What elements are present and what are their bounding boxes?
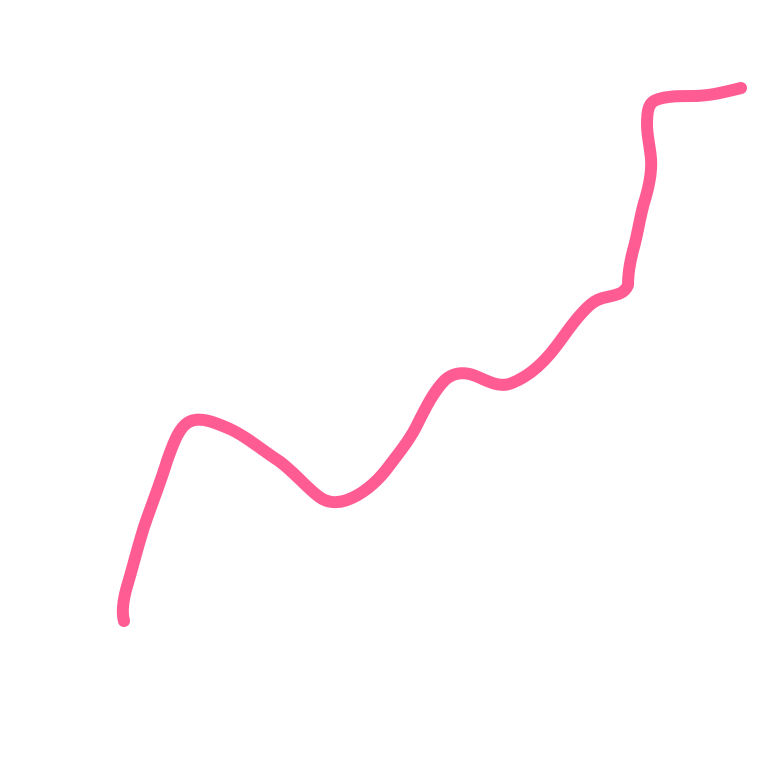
freehand-pen-stroke <box>116 82 747 627</box>
